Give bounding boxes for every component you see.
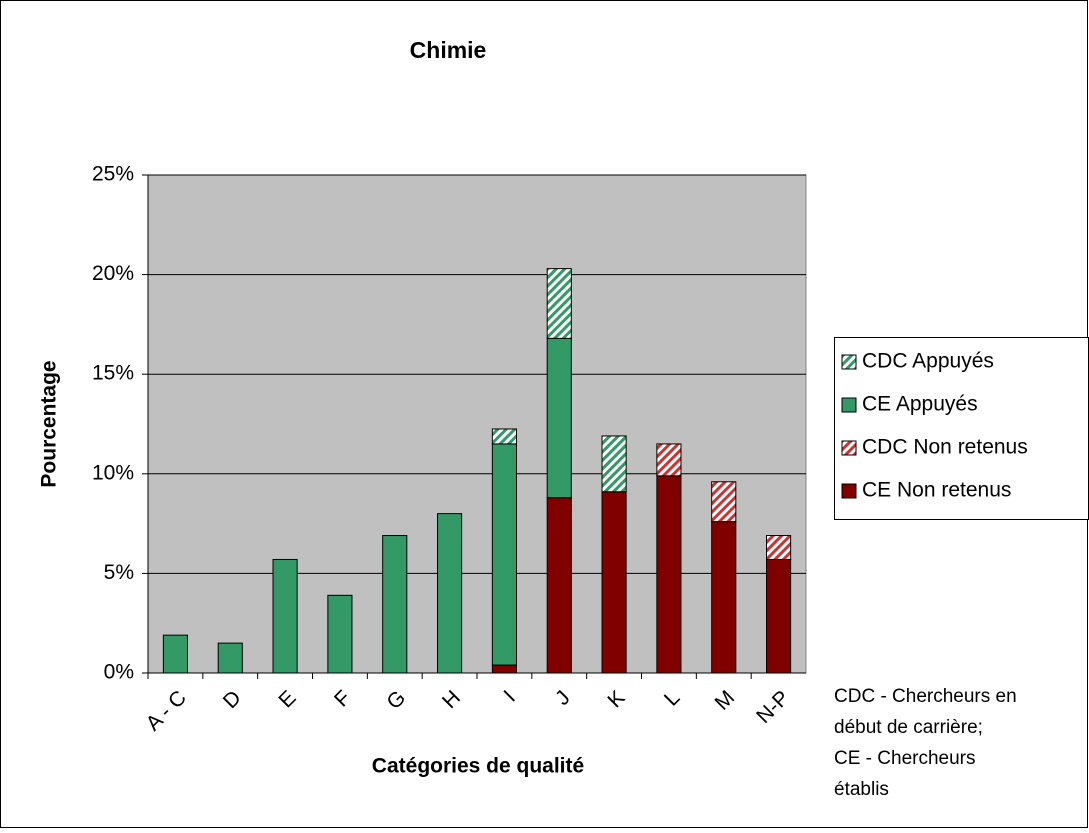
bar-segment [656, 443, 682, 477]
y-axis-label: Pourcentage [38, 360, 61, 487]
y-tick-label: 5% [104, 561, 134, 584]
bar-segment [546, 497, 572, 674]
chart-title: Chimie [410, 37, 487, 63]
note: CE - Chercheurs [834, 748, 976, 769]
bar-segment [546, 337, 572, 499]
legend-swatch [841, 354, 857, 370]
bar-segment [601, 435, 627, 493]
bar-segment [711, 521, 737, 674]
y-tick-label: 20% [92, 262, 134, 285]
bar-segment [217, 642, 243, 674]
bar-segment [272, 558, 298, 674]
y-tick-label: 25% [92, 163, 134, 186]
bar-segment [491, 443, 517, 666]
note: CDC - Chercheurs en [834, 686, 1017, 707]
bar-segment [766, 558, 792, 674]
bar-segment [491, 428, 517, 445]
note: début de carrière; [834, 717, 983, 738]
y-tick-label: 10% [92, 461, 134, 484]
legend-box [834, 337, 1089, 520]
bar-segment [491, 664, 517, 674]
bar-segment [382, 535, 408, 674]
y-tick-label: 15% [92, 362, 134, 385]
legend-swatch [841, 397, 857, 413]
bar-segment [437, 513, 463, 674]
bar-segment [327, 594, 353, 674]
legend-swatch [841, 483, 857, 499]
bar-segment [162, 634, 188, 674]
bar-segment [601, 491, 627, 674]
plot-area [147, 174, 807, 674]
legend-label: CDC Appuyés [862, 350, 994, 373]
legend-label: CDC Non retenus [862, 436, 1028, 459]
legend-label: CE Appuyés [862, 393, 978, 416]
bar-segment [711, 481, 737, 523]
bar-segment [546, 268, 572, 339]
x-axis-label: Catégories de qualité [372, 755, 584, 778]
note: établis [834, 779, 889, 800]
y-tick-label: 0% [104, 661, 134, 684]
legend-label: CE Non retenus [862, 479, 1011, 502]
bar-segment [656, 475, 682, 674]
legend-swatch [841, 440, 857, 456]
bar-segment [766, 535, 792, 560]
